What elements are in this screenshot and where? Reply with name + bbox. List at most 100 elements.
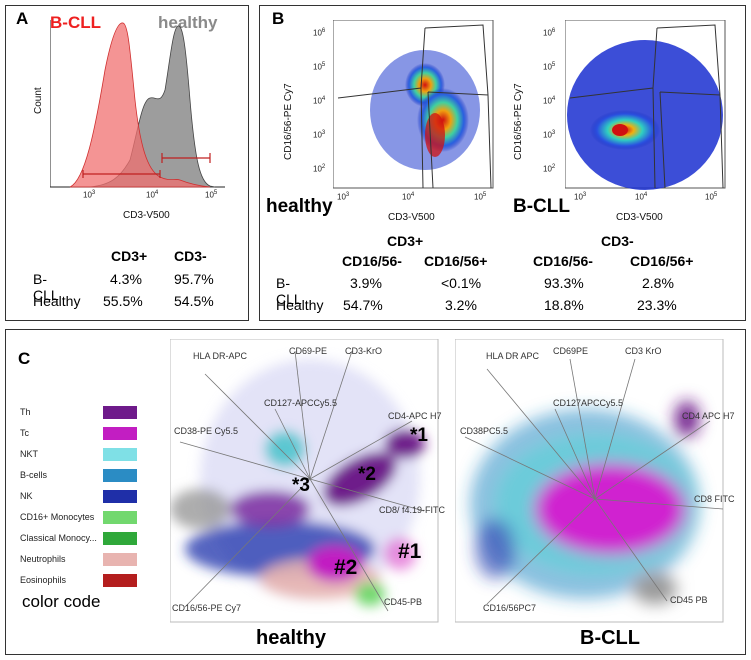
marker-label: CD3-KrO [345, 346, 383, 356]
legend-item: CD16+ Monocytes [20, 512, 95, 522]
panel-b-y-tick: 104 [313, 96, 326, 106]
legend-item: NKT [20, 449, 38, 459]
marker-label: CD4 APC H7 [682, 411, 735, 421]
legend-item: Eosinophils [20, 575, 67, 585]
cell-value: 18.8% [544, 297, 584, 313]
legend-swatch [103, 469, 137, 482]
panel-b-label: B [272, 9, 285, 28]
panel-a-x-title: CD3-V500 [123, 210, 170, 221]
marker-label: CD4-APC H7 [388, 411, 442, 421]
legend-item: Tc [20, 428, 29, 438]
panel-b-plot2-label: B-CLL [513, 196, 570, 217]
marker-spoke [179, 441, 311, 480]
panel-b-col: CD16/56- [533, 253, 593, 269]
cell-value: 95.7% [174, 271, 214, 287]
legend-swatch [103, 490, 137, 503]
panel-a-gate-right [161, 153, 211, 163]
marker-spoke [294, 350, 311, 480]
legend-swatch [103, 427, 137, 440]
panel-c-label: C [18, 349, 31, 368]
panel-b-plot2-x-title: CD3-V500 [616, 212, 663, 223]
panel-b-x-tick: 104 [402, 192, 415, 202]
marker-label: CD3 KrO [625, 346, 662, 356]
marker-spoke [309, 420, 413, 480]
population-cloud [170, 489, 230, 529]
population-cloud [633, 574, 677, 604]
panel-b-y-tick: 105 [543, 62, 556, 72]
panel-b-x-tick: 103 [337, 192, 350, 202]
legend-item: Neutrophils [20, 554, 66, 564]
marker-spoke [594, 358, 636, 500]
legend-swatch [103, 532, 137, 545]
population-cloud [355, 582, 385, 606]
legend-swatch [103, 448, 137, 461]
population-cloud [323, 452, 397, 506]
legend-swatch [103, 406, 137, 419]
marker-label: HLA DR-APC [193, 351, 248, 361]
population-cloud [384, 538, 416, 570]
panel-b-x-tick: 104 [635, 192, 648, 202]
panel-b-plot2-y-title: CD16/56-PE Cy7 [513, 83, 524, 160]
marker-spoke [204, 373, 311, 480]
legend-swatch [103, 511, 137, 524]
row-name: Healthy [276, 297, 324, 313]
legend-swatch [103, 553, 137, 566]
panel-a-x-tick: 103 [83, 190, 96, 200]
marker-label: CD38PC5.5 [460, 426, 509, 436]
panel-b-y-tick: 105 [313, 62, 326, 72]
panel-a-label: A [16, 9, 29, 28]
marker-spoke [464, 436, 596, 500]
cell-value: 3.9% [350, 275, 382, 291]
panel-a-bcll-label: B-CLL [50, 13, 101, 32]
annotation: *1 [410, 425, 428, 446]
population-cloud [535, 464, 685, 554]
marker-spoke [486, 368, 596, 500]
panel-c-bcll-label: B-CLL [580, 627, 640, 649]
population-cloud [612, 124, 628, 136]
marker-spoke [184, 478, 311, 608]
panel-b-plot1-x-title: CD3-V500 [388, 212, 435, 223]
panel-b-y-tick: 106 [313, 28, 326, 38]
panel-b-col: CD16/56- [342, 253, 402, 269]
panel-a-x-tick: 104 [146, 190, 159, 200]
panel-b-col: CD16/56+ [630, 253, 694, 269]
marker-spoke [274, 408, 311, 480]
cell-value: 54.5% [174, 293, 214, 309]
marker-spoke [554, 408, 596, 500]
marker-label: CD127APCCy5.5 [553, 398, 624, 408]
marker-spoke [594, 498, 724, 510]
marker-label: CD38-PE Cy5.5 [174, 426, 239, 436]
panel-b-plot2-scatter [565, 20, 726, 190]
panel-b-y-tick: 102 [313, 164, 326, 174]
panel-c-healthy-radviz [170, 339, 439, 623]
cell-value: 2.8% [642, 275, 674, 291]
annotation: *3 [292, 475, 310, 496]
marker-spoke [486, 498, 596, 605]
panel-b-x-tick: 103 [574, 192, 587, 202]
marker-label: CD45-PB [384, 597, 423, 607]
population-cloud [425, 113, 445, 157]
marker-label: HLA DR APC [486, 351, 540, 361]
cell-value: <0.1% [441, 275, 482, 291]
cell-value: 54.7% [343, 297, 383, 313]
population-cloud [307, 546, 363, 582]
panel-b-plot1-scatter [333, 20, 494, 189]
population-cloud [385, 430, 425, 458]
annotation: #2 [334, 556, 358, 579]
marker-label: CD8 FITC [694, 494, 735, 504]
color-code-label: color code [22, 592, 101, 611]
panel-b-y-tick: 103 [543, 130, 556, 140]
legend-item: Classical Monocy... [20, 533, 97, 543]
row-name: Healthy [33, 293, 81, 309]
cell-value: 4.3% [110, 271, 142, 287]
marker-label: CD45 PB [670, 595, 708, 605]
panel-b-group-cd3neg: CD3- [601, 233, 634, 249]
panel-a-gate-left [82, 170, 161, 178]
marker-label: CD8/ f4.19-FITC [379, 505, 446, 515]
marker-label: CD69-PE [289, 346, 328, 356]
row-name: B-CLL [276, 275, 302, 307]
marker-label: CD69PE [553, 346, 589, 356]
panel-b-x-tick: 105 [474, 192, 487, 202]
row-name: B-CLL [33, 271, 59, 303]
marker-spoke [309, 478, 389, 612]
